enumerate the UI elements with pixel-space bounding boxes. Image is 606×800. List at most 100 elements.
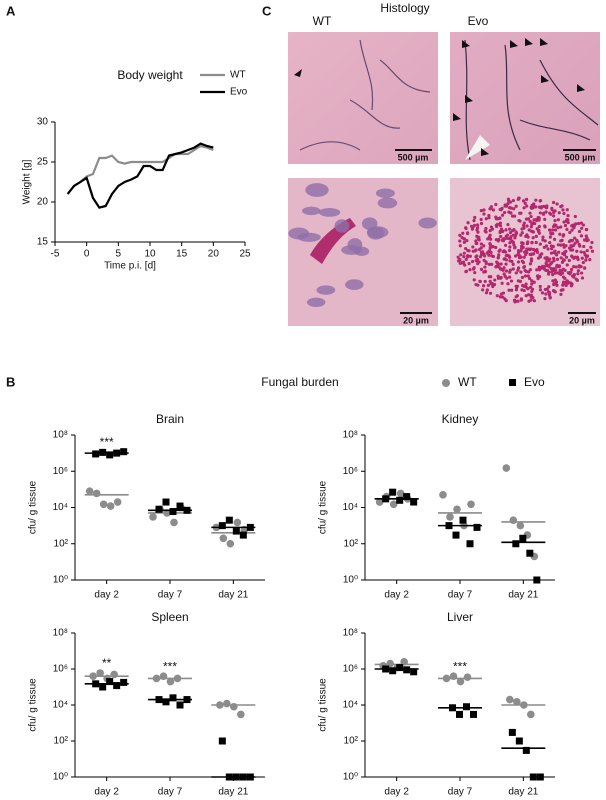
fungal-cell: [498, 267, 503, 271]
significance: **: [102, 656, 112, 670]
data-point: [162, 698, 170, 706]
fungal-cell: [525, 204, 529, 208]
data-point: [453, 505, 461, 514]
fungal-cell: [569, 270, 573, 274]
x-tick-label: day 2: [384, 590, 409, 601]
fungal-cell: [475, 257, 480, 262]
data-point: [536, 773, 544, 781]
x-tick-label: 5: [116, 249, 122, 260]
fungal-cell: [535, 248, 539, 252]
fungal-cell: [508, 270, 512, 274]
fungal-cell: [570, 254, 574, 258]
fungal-cell: [497, 249, 501, 253]
y-tick-label: 10²: [344, 538, 359, 549]
fungal-cell: [537, 224, 541, 229]
data-point: [403, 493, 411, 501]
fungal-cell: [519, 298, 523, 302]
fungal-cell: [504, 299, 508, 303]
data-point: [120, 678, 128, 686]
fungal-cell: [488, 243, 492, 247]
fungal-cell: [544, 244, 549, 248]
fungal-cell: [563, 276, 567, 280]
fungal-cell: [494, 245, 498, 250]
fungal-cell: [588, 258, 592, 262]
cell-nucleus: [366, 226, 389, 239]
fungal-cell: [548, 240, 552, 245]
fungal-cell: [467, 249, 471, 253]
significance: ***: [163, 659, 177, 673]
fungal-cell: [552, 282, 556, 287]
fungal-cell: [582, 244, 586, 249]
fungal-cell: [531, 236, 535, 240]
data-point: [452, 531, 460, 539]
y-tick-label: 10⁰: [343, 772, 358, 783]
fungal-cell: [516, 279, 520, 283]
fungal-cell: [471, 267, 476, 271]
y-tick-label: 25: [37, 157, 49, 168]
fungal-cell: [534, 234, 538, 239]
y-tick-label: 10⁸: [53, 430, 68, 441]
x-tick-label: day 7: [448, 590, 473, 601]
fungal-cell: [535, 227, 539, 231]
fungal-cell: [477, 260, 481, 264]
fungal-cell: [501, 239, 505, 243]
data-point: [106, 678, 114, 686]
fungal-cell: [528, 219, 532, 223]
fungal-cell: [584, 255, 589, 259]
fungal-cell: [526, 287, 530, 291]
fungal-cell: [501, 250, 505, 254]
fungal-cell: [482, 244, 486, 248]
x-tick-label: day 7: [158, 590, 183, 601]
fungal-cell: [519, 270, 523, 274]
cell-nucleus: [318, 208, 341, 217]
panel-label: B: [6, 374, 15, 389]
fungal-cell: [537, 218, 541, 222]
fungal-cell: [583, 266, 587, 270]
fungal-cell: [572, 243, 576, 247]
fungal-cell: [572, 275, 576, 279]
y-axis-label: cfu/ g tissue: [318, 678, 329, 732]
y-tick-label: 10⁰: [343, 575, 358, 586]
fungal-cell: [519, 233, 523, 237]
y-tick-label: 20: [37, 197, 49, 208]
fungal-cell: [516, 268, 520, 272]
fungal-cell: [530, 279, 534, 283]
fungal-cell: [540, 252, 544, 256]
data-point: [470, 710, 477, 718]
fungal-cell: [561, 288, 565, 292]
fungal-cell: [508, 227, 512, 231]
data-point: [96, 669, 104, 677]
tissue-crack: [464, 39, 599, 161]
fungal-cell: [472, 278, 476, 282]
fungal-cell: [580, 276, 585, 280]
fungal-cell: [530, 222, 534, 226]
fungal-cell: [484, 226, 488, 231]
fungal-cell: [484, 291, 489, 295]
y-axis-label: cfu/ g tissue: [318, 480, 329, 534]
fungal-cell: [538, 267, 542, 271]
fungal-cell: [543, 256, 547, 260]
fungal-cell: [518, 219, 522, 223]
data-point: [110, 670, 118, 679]
fungal-cell: [580, 256, 584, 260]
y-axis-label: cfu/ g tissue: [28, 480, 39, 534]
fungal-cell: [563, 268, 567, 272]
fungal-cell: [462, 251, 466, 255]
fungal-cell: [561, 234, 565, 238]
fungal-cell: [554, 253, 559, 257]
y-tick-label: 10²: [344, 736, 359, 747]
fungal-cell: [521, 245, 525, 250]
fungal-cell: [504, 253, 508, 258]
fungal-cell: [533, 221, 537, 226]
fungal-cell: [538, 198, 543, 203]
fungal-cell: [543, 217, 547, 221]
fungal-cell: [565, 263, 569, 267]
fungal-cell: [553, 278, 557, 282]
fungal-cell: [521, 241, 525, 246]
fungal-cell: [503, 243, 508, 247]
fungal-cell: [459, 253, 463, 257]
data-point: [85, 487, 94, 495]
fungal-cell: [567, 258, 571, 263]
fungal-cell: [566, 280, 570, 284]
data-point: [375, 498, 384, 506]
